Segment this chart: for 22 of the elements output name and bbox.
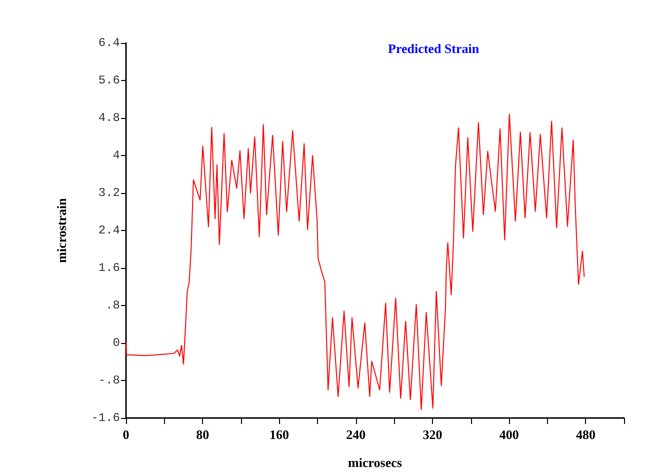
y-tick-label: 4.8: [98, 111, 120, 125]
y-tick-label: -.8: [98, 374, 120, 388]
y-tick-label: 2.4: [98, 224, 120, 238]
chart-title: Predicted Strain: [388, 41, 480, 56]
y-tick-label: 6.4: [98, 36, 120, 50]
y-tick-label: 0: [112, 336, 120, 350]
x-tick-label: 480: [576, 427, 596, 442]
x-tick-label: 0: [122, 427, 130, 442]
x-tick-label: 240: [346, 427, 366, 442]
x-tick-label: 80: [196, 427, 210, 442]
y-tick-label: 3.2: [98, 186, 120, 200]
line-series: [126, 114, 585, 410]
y-tick-label: 4: [112, 148, 120, 162]
x-tick-label: 320: [422, 427, 442, 442]
x-tick-label: 400: [499, 427, 519, 442]
y-tick-label: .8: [106, 298, 120, 312]
y-tick-label: -1.6: [91, 411, 120, 425]
y-tick-label: 5.6: [98, 74, 120, 88]
y-tick-label: 1.6: [98, 261, 120, 275]
y-axis-title: microstrain: [54, 197, 69, 263]
x-axis-title: microsecs: [348, 455, 402, 470]
x-tick-label: 160: [269, 427, 289, 442]
